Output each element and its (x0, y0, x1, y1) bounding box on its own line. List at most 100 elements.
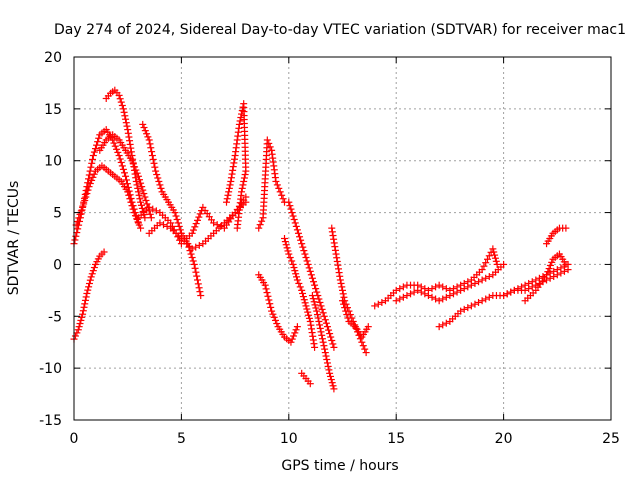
data-point (326, 372, 334, 380)
data-point (342, 307, 350, 315)
data-point (328, 224, 336, 232)
data-point (318, 305, 326, 313)
data-point (264, 292, 272, 300)
series-arc-8 (145, 198, 250, 253)
data-point (87, 273, 95, 281)
data-point (490, 248, 498, 256)
data-point (321, 349, 329, 357)
data-point (134, 172, 142, 180)
data-point (403, 292, 411, 300)
data-point (435, 323, 443, 331)
x-axis-label: GPS time / hours (281, 458, 398, 474)
data-point (118, 162, 126, 170)
data-point (192, 243, 200, 251)
data-point (122, 119, 130, 127)
data-point (485, 252, 493, 260)
data-point (303, 305, 311, 313)
data-point (189, 226, 197, 234)
data-point (266, 300, 274, 308)
data-point (467, 302, 475, 310)
data-point (239, 181, 247, 189)
data-point (310, 298, 318, 306)
data-point (122, 176, 130, 184)
data-point (175, 222, 183, 230)
data-point (128, 157, 136, 165)
data-point (299, 243, 307, 251)
data-point (268, 307, 276, 315)
data-point (88, 176, 96, 184)
data-point (289, 260, 297, 268)
data-point (227, 174, 235, 182)
data-point (545, 265, 553, 273)
data-point (287, 205, 295, 213)
data-point (432, 295, 440, 303)
data-point (291, 219, 299, 227)
data-point (193, 272, 201, 280)
data-point (325, 366, 333, 374)
data-point (187, 250, 195, 258)
data-point (285, 250, 293, 258)
data-point (320, 312, 328, 320)
x-tick-label: 0 (70, 431, 79, 447)
data-point (157, 184, 165, 192)
data-point (113, 145, 121, 153)
data-point (305, 311, 313, 319)
data-point (188, 254, 196, 262)
data-point (414, 286, 422, 294)
data-point (194, 216, 202, 224)
data-point (81, 296, 89, 304)
data-point (116, 95, 124, 103)
series-arc-17 (339, 297, 372, 341)
data-point (374, 300, 382, 308)
data-point (453, 288, 461, 296)
data-point (85, 283, 93, 291)
data-point (341, 304, 349, 312)
series-arc-14 (298, 369, 314, 388)
data-point (284, 247, 292, 255)
data-point (100, 248, 108, 256)
data-point (81, 196, 89, 204)
data-point (76, 320, 84, 328)
x-tick-label: 10 (280, 431, 298, 447)
data-point (518, 283, 525, 291)
series-arc-15 (308, 292, 338, 393)
data-point (75, 323, 83, 331)
data-point (137, 201, 145, 209)
data-point (124, 188, 132, 196)
data-point (265, 139, 273, 147)
data-point (330, 239, 338, 247)
data-point (320, 342, 328, 350)
data-point (328, 228, 336, 236)
data-point (362, 349, 370, 357)
data-point (196, 288, 204, 296)
data-point (421, 290, 429, 298)
data-point (327, 376, 335, 384)
data-point (120, 108, 128, 116)
data-point (338, 283, 346, 291)
grid (74, 57, 611, 420)
data-point (557, 264, 565, 272)
data-point (134, 184, 142, 192)
data-point (442, 285, 450, 293)
data-point (303, 257, 311, 265)
data-point (272, 177, 280, 185)
data-point (298, 240, 306, 248)
data-point (139, 120, 147, 128)
data-point (152, 207, 160, 215)
data-point (439, 283, 447, 291)
data-point (330, 385, 338, 393)
data-point (172, 212, 180, 220)
data-point (308, 274, 316, 282)
data-point (226, 181, 234, 189)
data-point (72, 232, 80, 240)
data-point (550, 267, 558, 275)
data-point (124, 126, 132, 134)
data-point (329, 232, 337, 240)
data-point (310, 340, 318, 348)
data-point (435, 297, 443, 305)
data-point (210, 219, 218, 227)
data-point (147, 214, 155, 222)
data-point (310, 278, 318, 286)
data-point (79, 310, 87, 318)
data-point (149, 205, 157, 213)
